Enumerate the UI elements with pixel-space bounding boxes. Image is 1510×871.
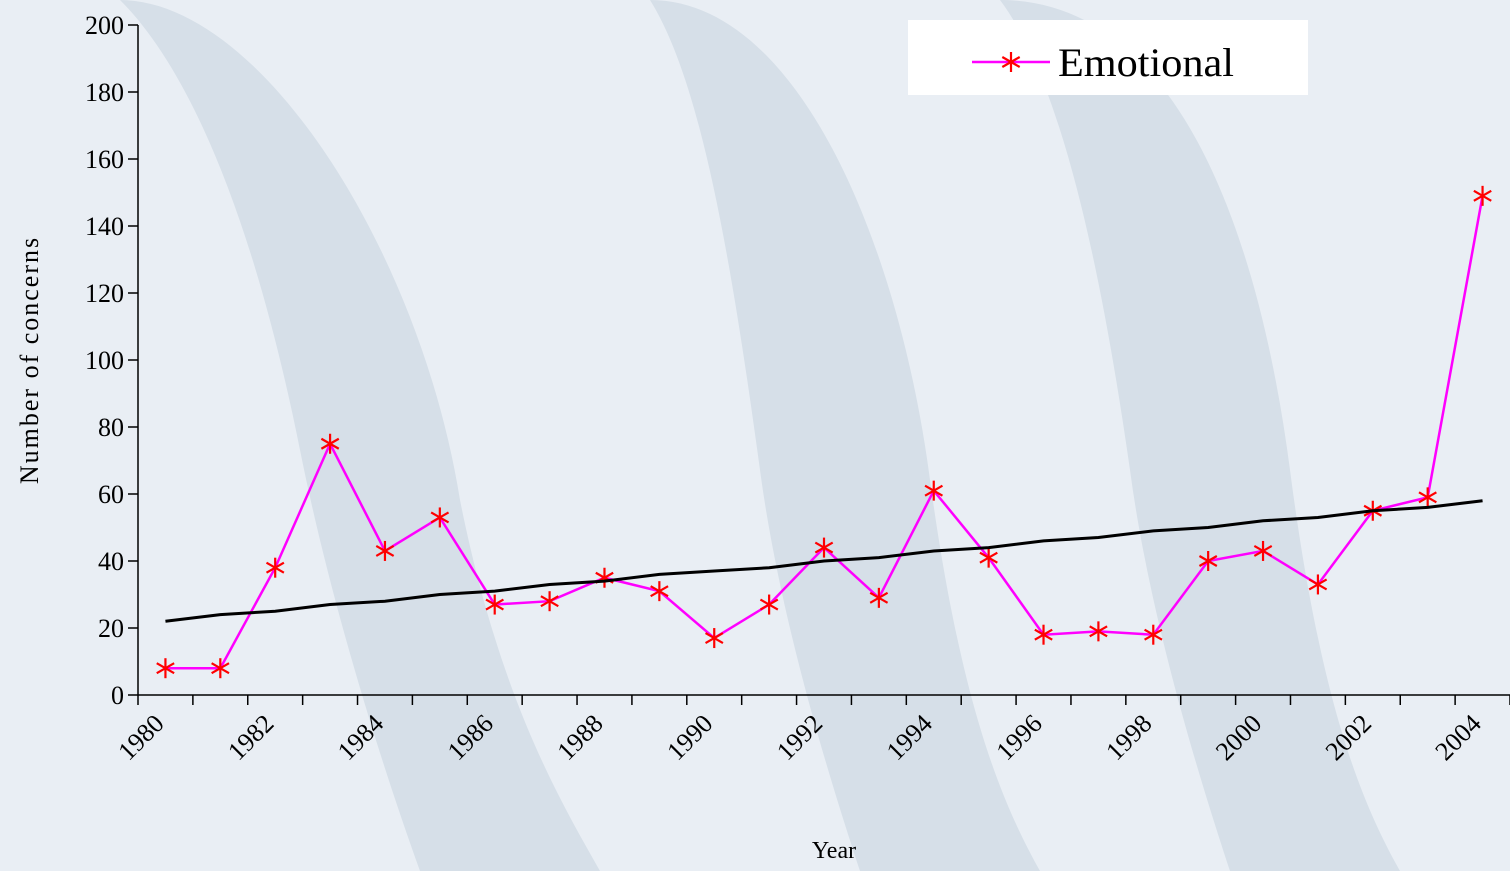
y-tick-label: 100 xyxy=(85,346,124,375)
legend-marker xyxy=(1001,52,1021,72)
data-point xyxy=(924,480,944,501)
data-point xyxy=(1089,621,1108,642)
y-tick-label: 120 xyxy=(85,279,124,308)
y-tick-label: 140 xyxy=(85,212,124,241)
marker-stroke xyxy=(1034,628,1053,641)
y-tick-label: 0 xyxy=(111,681,124,710)
y-tick-label: 160 xyxy=(85,145,124,174)
marker-stroke xyxy=(1308,578,1328,591)
legend-label: Emotional xyxy=(1058,40,1234,85)
marker-stroke xyxy=(1089,625,1108,638)
marker-stroke xyxy=(869,591,889,604)
marker-stroke xyxy=(1144,628,1163,641)
data-point xyxy=(1418,487,1437,508)
marker-stroke xyxy=(375,544,395,557)
data-point xyxy=(540,591,559,612)
marker-stroke xyxy=(1198,555,1218,567)
legend-box xyxy=(908,20,1308,95)
y-tick-label: 60 xyxy=(98,480,124,509)
y-tick-label: 80 xyxy=(98,413,124,442)
y-tick-label: 200 xyxy=(85,11,124,40)
y-tick-label: 20 xyxy=(98,614,124,643)
marker-stroke xyxy=(704,632,724,645)
data-point xyxy=(759,594,779,615)
marker-stroke xyxy=(540,595,559,608)
marker-stroke xyxy=(156,662,175,675)
data-point xyxy=(650,581,669,602)
marker-stroke xyxy=(814,541,834,554)
marker-stroke xyxy=(979,551,998,564)
data-point xyxy=(430,507,450,528)
marker-stroke xyxy=(1253,544,1273,557)
data-point xyxy=(320,433,340,454)
background-swoosh xyxy=(1000,0,1400,871)
series-line xyxy=(165,499,1483,623)
background-swoosh xyxy=(650,0,1040,871)
marker-stroke xyxy=(320,437,340,450)
data-point xyxy=(1253,540,1273,561)
y-axis-title: Number of concerns xyxy=(15,236,44,484)
data-point xyxy=(814,537,834,558)
data-point xyxy=(979,547,998,568)
data-point xyxy=(265,557,285,578)
data-point xyxy=(375,540,395,561)
data-point xyxy=(485,594,504,615)
marker-stroke xyxy=(1473,189,1492,202)
data-point xyxy=(1034,624,1053,645)
marker-stroke xyxy=(924,484,944,497)
data-point xyxy=(156,658,175,679)
marker-stroke xyxy=(430,511,450,524)
marker-stroke xyxy=(759,598,779,611)
data-point xyxy=(211,658,230,679)
marker-stroke xyxy=(650,585,669,598)
marker-stroke xyxy=(211,662,230,675)
data-point xyxy=(704,628,724,649)
data-point xyxy=(1473,185,1492,206)
marker-stroke xyxy=(485,598,504,611)
data-point xyxy=(1308,574,1328,595)
marker-stroke xyxy=(1001,56,1021,68)
y-tick-label: 40 xyxy=(98,547,124,576)
data-point xyxy=(1198,551,1218,571)
x-axis-title: Year xyxy=(812,838,856,864)
data-point xyxy=(869,587,889,608)
data-point xyxy=(1144,624,1163,645)
marker-stroke xyxy=(1418,491,1437,504)
marker-stroke xyxy=(265,561,285,574)
background-swoosh xyxy=(120,0,600,871)
y-tick-label: 180 xyxy=(85,78,124,107)
